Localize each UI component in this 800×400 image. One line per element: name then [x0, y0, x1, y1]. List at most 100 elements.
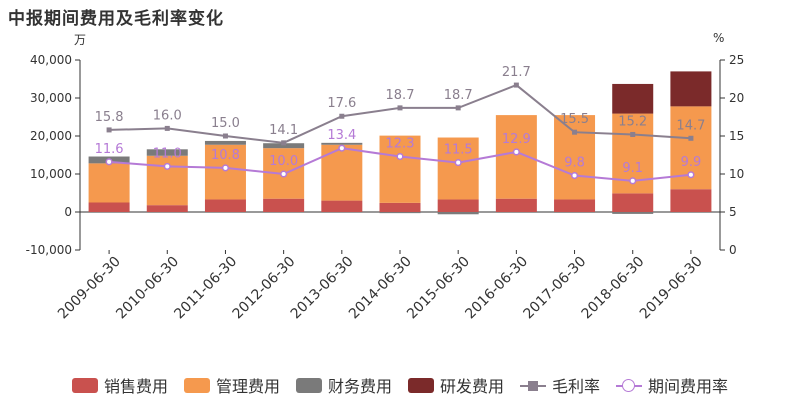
marker-period-expense-rate: [396, 152, 404, 161]
right-tick-label: 0: [729, 243, 737, 257]
data-label-gross-margin: 16.0: [153, 108, 182, 123]
marker-gross-margin: [572, 129, 578, 135]
legend-label-admin: 管理费用: [215, 377, 280, 396]
left-tick-label: -10,000: [26, 243, 72, 257]
legend-line-gross-margin: [520, 378, 547, 393]
bar-sales: [263, 198, 305, 212]
right-tick-label: 5: [729, 205, 737, 219]
data-label-period-expense-rate: 13.4: [327, 128, 356, 143]
data-label-period-expense-rate: 12.9: [502, 132, 531, 147]
bar-sales: [321, 200, 363, 212]
legend-label-rd: 研发费用: [440, 377, 505, 396]
right-axis-unit: %: [713, 31, 725, 45]
data-label-period-expense-rate: 10.0: [269, 154, 298, 169]
bar-finance: [146, 149, 188, 156]
bar-rd: [670, 71, 712, 107]
bar-admin: [554, 115, 596, 200]
data-label-gross-margin: 18.7: [444, 88, 473, 103]
data-label-period-expense-rate: 9.8: [564, 156, 585, 171]
legend-label-sales: 销售费用: [103, 377, 168, 396]
marker-period-expense-rate: [629, 177, 637, 185]
legend-item-admin[interactable]: 管理费用: [183, 373, 280, 397]
legend-item-gross-margin[interactable]: 毛利率: [520, 373, 600, 397]
data-label-gross-margin: 14.1: [269, 123, 298, 138]
bar-sales: [554, 199, 596, 212]
data-label-period-expense-rate: 12.3: [386, 137, 415, 152]
left-tick-label: 30,000: [30, 91, 72, 105]
bar-admin: [437, 137, 479, 200]
data-label-gross-margin: 15.5: [560, 112, 589, 127]
marker-gross-margin: [688, 135, 694, 141]
bar-finance: [612, 212, 654, 214]
x-tick-label: 2019-06-30: [637, 254, 706, 323]
bar-sales: [88, 202, 130, 212]
marker-gross-margin: [164, 125, 170, 131]
bar-admin: [379, 135, 421, 203]
marker-gross-margin: [630, 131, 636, 137]
legend-swatch-rd: [408, 377, 434, 393]
legend-label-finance: 财务费用: [327, 377, 392, 396]
bar-rd: [612, 83, 654, 114]
legend-label-period-expense-rate: 期间费用率: [648, 377, 729, 396]
bar-finance: [437, 212, 479, 215]
bar-sales: [495, 198, 537, 212]
data-label-gross-margin: 15.0: [211, 116, 240, 131]
bar-sales: [670, 189, 712, 212]
bar-admin: [204, 144, 246, 200]
marker-period-expense-rate: [221, 164, 230, 172]
data-label-period-expense-rate: 10.8: [211, 148, 240, 163]
marker-gross-margin: [397, 105, 403, 111]
marker-period-expense-rate: [687, 171, 695, 179]
marker-period-expense-rate: [570, 171, 579, 180]
data-label-gross-margin: 21.7: [502, 65, 531, 80]
legend-swatch-finance: [295, 377, 322, 393]
marker-gross-margin: [222, 133, 228, 139]
legend-swatch-admin: [183, 377, 210, 393]
bar-finance: [204, 140, 246, 145]
marker-period-expense-rate: [280, 170, 288, 178]
legend-item-sales[interactable]: 销售费用: [71, 373, 168, 397]
marker-gross-margin: [106, 127, 112, 133]
right-tick-label: 10: [729, 167, 744, 181]
data-label-period-expense-rate: 9.1: [622, 161, 643, 176]
bar-sales: [146, 205, 188, 212]
data-label-gross-margin: 18.7: [386, 88, 415, 103]
bar-finance: [379, 212, 421, 214]
data-label-period-expense-rate: 11.5: [444, 143, 473, 158]
marker-period-expense-rate: [454, 159, 462, 167]
data-label-gross-margin: 14.7: [676, 118, 705, 133]
bar-sales: [204, 199, 246, 212]
data-label-gross-margin: 17.6: [327, 96, 356, 111]
marker-gross-margin: [513, 82, 519, 88]
marker-gross-margin: [455, 105, 461, 111]
right-tick-label: 20: [729, 91, 744, 105]
left-tick-label: 10,000: [30, 167, 72, 181]
marker-gross-margin: [339, 113, 345, 119]
legend-label-gross-margin: 毛利率: [552, 377, 601, 396]
bar-admin: [321, 144, 363, 201]
bar-finance: [321, 142, 363, 145]
bar-admin: [88, 163, 130, 203]
data-label-gross-margin: 15.8: [95, 110, 124, 125]
right-tick-label: 15: [729, 129, 744, 143]
marker-period-expense-rate: [512, 148, 520, 156]
legend-swatch-sales: [71, 377, 98, 393]
marker-period-expense-rate: [105, 158, 113, 166]
bar-sales: [379, 202, 421, 212]
data-label-gross-margin: 15.2: [618, 114, 647, 129]
legend-item-period-expense-rate[interactable]: 期间费用率: [616, 373, 728, 397]
data-label-period-expense-rate: 9.9: [681, 155, 702, 170]
marker-gross-margin: [281, 140, 287, 146]
bar-sales: [437, 199, 479, 212]
legend-item-rd[interactable]: 研发费用: [408, 373, 504, 397]
marker-period-expense-rate: [163, 162, 171, 170]
bar-finance: [263, 143, 305, 149]
legend-item-finance[interactable]: 财务费用: [295, 373, 392, 397]
bar-finance: [554, 212, 596, 213]
legend-line-period-expense-rate: [616, 378, 643, 393]
left-tick-label: 0: [64, 205, 72, 219]
bar-sales: [612, 193, 654, 212]
chart-title: 中报期间费用及毛利率变化: [8, 9, 224, 29]
